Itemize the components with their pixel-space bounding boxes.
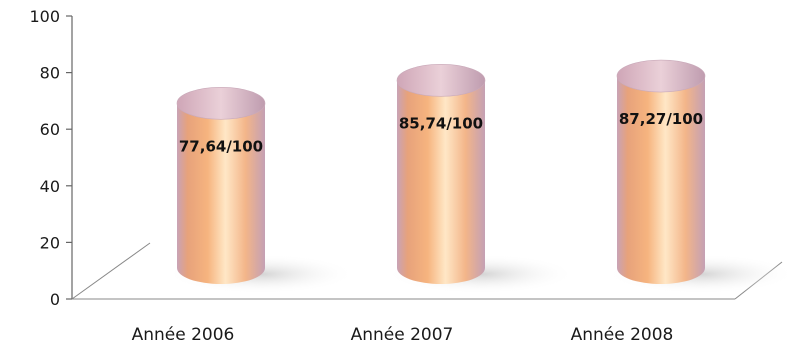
bar-top (176, 86, 266, 120)
data-label: 85,74/100 (399, 114, 483, 132)
bar-top (396, 64, 486, 97)
y-tick-label: 40 (40, 177, 60, 196)
y-tick-label: 80 (40, 64, 60, 83)
bar (606, 59, 792, 294)
bar (166, 86, 356, 294)
y-tick-label: 20 (40, 233, 60, 252)
floor-back-left-edge (71, 242, 151, 300)
y-tick-label: 100 (29, 7, 60, 26)
bar-body (397, 80, 485, 284)
bar-body (177, 103, 265, 284)
data-label: 87,27/100 (619, 110, 703, 128)
axes: 0 20 40 60 80 100 (29, 7, 783, 309)
bar-top (616, 59, 706, 93)
y-tick-label: 60 (40, 120, 60, 139)
labels: 77,64/100 Année 2006 85,74/100 Année 2007 87… (132, 110, 704, 345)
bars (166, 59, 792, 294)
x-tick-label: Année 2008 (571, 325, 674, 345)
bar-body (617, 76, 705, 284)
bar (386, 64, 576, 294)
x-tick-label: Année 2006 (132, 325, 235, 345)
y-tick-label: 0 (50, 290, 60, 309)
data-label: 77,64/100 (179, 137, 263, 155)
x-tick-label: Année 2007 (351, 325, 454, 345)
